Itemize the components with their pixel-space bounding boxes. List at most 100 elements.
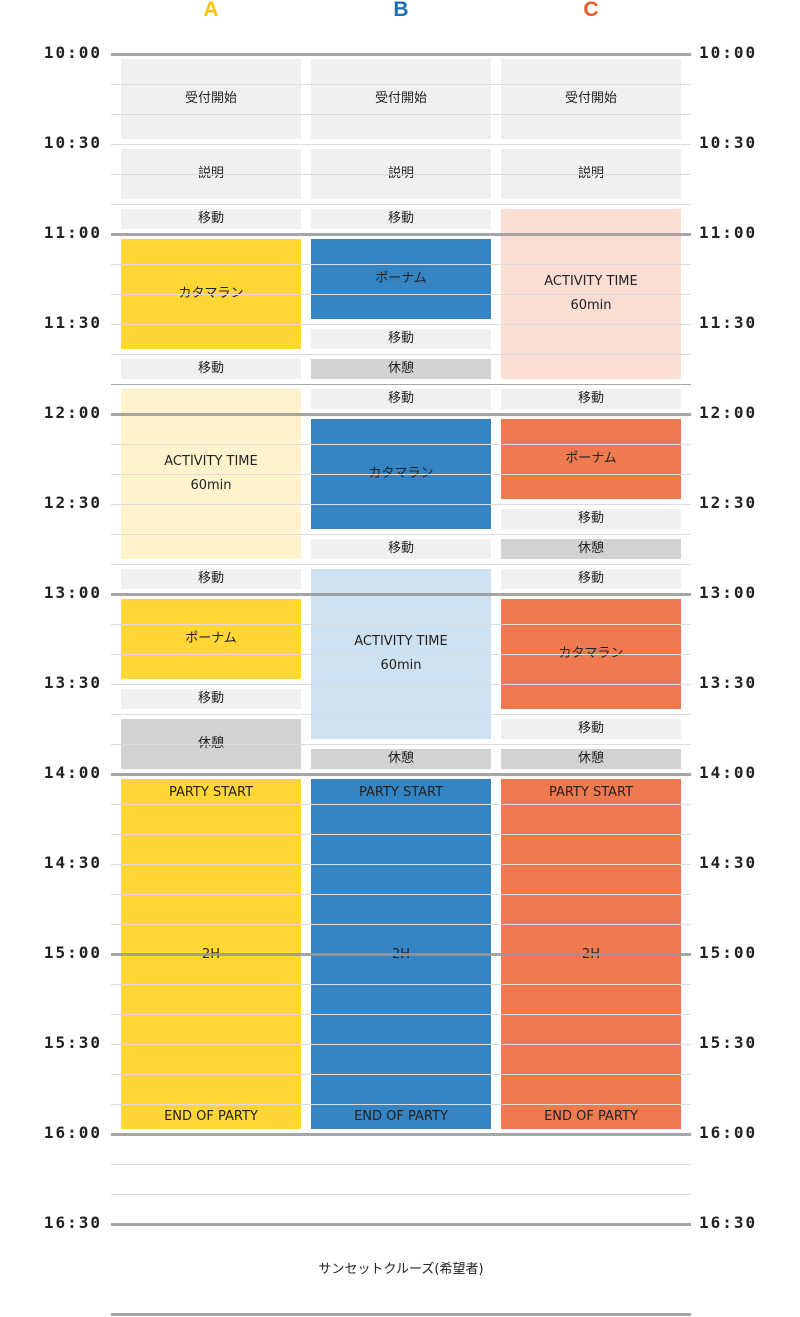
grid-line [111,1074,691,1075]
schedule-block-b: 移動 [311,329,491,349]
grid-line [111,204,691,205]
grid-line [111,1104,691,1105]
block-label: 60min [570,298,612,313]
block-label: 受付開始 [374,91,427,106]
time-label-left: 12:30 [43,493,102,512]
block-label: 説明 [577,166,604,181]
grid-line [111,804,691,805]
schedule-block-b: 移動 [311,539,491,559]
block-label: ポーナム [185,631,237,646]
grid-line [111,264,691,265]
time-label-right: 14:30 [699,853,758,872]
hour-line [111,53,691,56]
block-label: 60min [380,658,422,673]
grid-line [111,1194,691,1195]
block-label: 休憩 [197,736,224,751]
hour-line [111,593,691,596]
block-label: 移動 [387,211,414,226]
block-label: ACTIVITY TIME [354,634,448,649]
grid-line [111,474,691,475]
schedule-block-a: 移動 [121,209,301,229]
grid-line [111,1014,691,1015]
time-label-left: 11:30 [43,313,102,332]
schedule-block-c: 移動 [501,389,681,409]
block-label: 休憩 [577,541,604,556]
hour-line [111,233,691,236]
grid-line [111,174,691,175]
block-label: 移動 [387,541,414,556]
schedule-block-a: 受付開始 [121,59,301,139]
block-label: 受付開始 [184,91,237,106]
time-label-right: 14:00 [699,763,758,782]
schedule-block-b: 移動 [311,209,491,229]
grid-line [111,144,691,145]
block-label: 移動 [577,511,604,526]
grid-line [111,984,691,985]
column-header-a: A [203,0,219,21]
time-label-left: 10:30 [43,133,102,152]
hour-line [111,1223,691,1226]
block-label: 休憩 [387,751,414,766]
block-label: END OF PARTY [544,1109,638,1124]
schedule-block-a: ポーナム [121,599,301,679]
sunset-cruise-label: サンセットクルーズ(希望者) [318,1262,484,1277]
schedule-block-b: 休憩 [311,749,491,769]
grid-line [111,1044,691,1045]
block-label: 移動 [197,691,224,706]
grid-line [111,324,691,325]
grid-line [111,504,691,505]
time-label-right: 16:30 [699,1213,758,1232]
time-label-left: 15:30 [43,1033,102,1052]
grid-line [111,714,691,715]
schedule-block-c: 移動 [501,569,681,589]
time-label-left: 16:00 [43,1123,102,1142]
time-label-right: 11:30 [699,313,758,332]
time-label-left: 14:00 [43,763,102,782]
block-label: END OF PARTY [164,1109,258,1124]
grid-line [111,864,691,865]
column-header-c: C [583,0,599,21]
schedule-block-b: ポーナム [311,239,491,319]
time-label-right: 12:00 [699,403,758,422]
time-label-left: 13:30 [43,673,102,692]
time-label-left: 10:00 [43,43,102,62]
schedule-block-c: 移動 [501,719,681,739]
grid-line [111,654,691,655]
time-label-right: 12:30 [699,493,758,512]
schedule-block-a: 移動 [121,359,301,379]
time-label-right: 16:00 [699,1123,758,1142]
hour-line [111,953,691,956]
grid-line [111,624,691,625]
time-label-right: 13:30 [699,673,758,692]
block-label: END OF PARTY [354,1109,448,1124]
grid-line [111,84,691,85]
hour-line [111,413,691,416]
block-label: カタマラン [178,286,244,301]
time-label-right: 13:00 [699,583,758,602]
schedule-block-a: 移動 [121,569,301,589]
time-label-left: 12:00 [43,403,102,422]
time-label-left: 15:00 [43,943,102,962]
grid-line [111,114,691,115]
block-label: 説明 [387,166,414,181]
time-label-right: 11:00 [699,223,758,242]
grid-line [111,1164,691,1165]
block-label: 移動 [577,571,604,586]
block-label: 説明 [197,166,224,181]
grid-line [111,354,691,355]
block-label: ACTIVITY TIME [544,274,638,289]
block-label: PARTY START [358,785,444,800]
block-label: 移動 [577,391,604,406]
block-label: 移動 [197,211,224,226]
block-label: カタマラン [558,646,624,661]
time-label-right: 15:30 [699,1033,758,1052]
time-label-left: 14:30 [43,853,102,872]
block-label: 受付開始 [564,91,617,106]
schedule-block-a: 移動 [121,689,301,709]
block-label: カタマラン [368,466,434,481]
schedule-block-b: 受付開始 [311,59,491,139]
schedule-block-c: 休憩 [501,539,681,559]
schedule-block-c: 休憩 [501,749,681,769]
grid-line [111,384,691,385]
block-label: 移動 [197,361,224,376]
